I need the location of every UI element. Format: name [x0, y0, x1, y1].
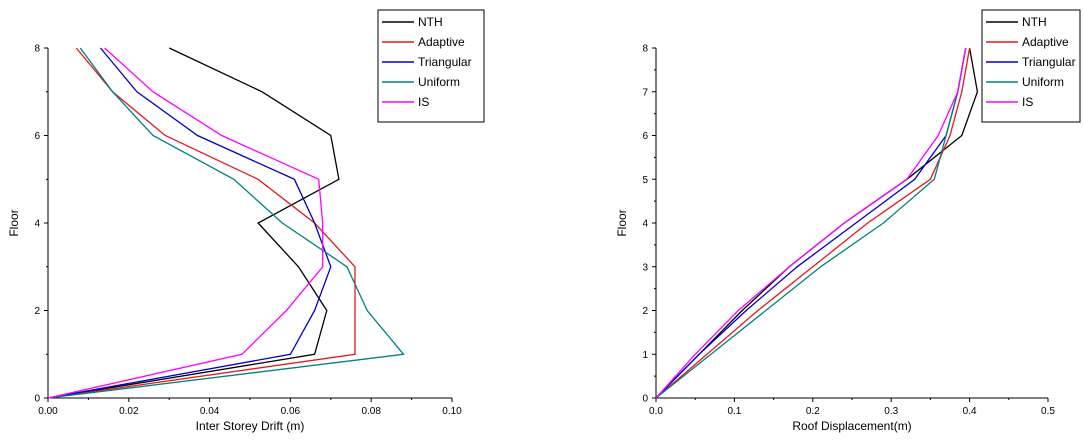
series-line-uniform — [655, 47, 967, 399]
x-tick-label: 0.1 — [727, 406, 741, 417]
x-tick-label: 0.3 — [884, 406, 898, 417]
series-line-triangular — [47, 47, 332, 399]
legend-label-adaptive: Adaptive — [418, 35, 465, 49]
x-axis-label: Inter Storey Drift (m) — [196, 419, 305, 433]
x-tick-label: 0.04 — [200, 406, 220, 417]
series-line-adaptive — [655, 47, 971, 399]
legend-box — [377, 9, 485, 123]
series-line-adaptive — [47, 47, 356, 399]
y-tick-label: 4 — [34, 219, 40, 230]
x-tick-label: 0.08 — [361, 406, 381, 417]
legend-label-nth: NTH — [418, 15, 443, 29]
x-tick-label: 0.06 — [281, 406, 301, 417]
legend-label-is: IS — [418, 95, 429, 109]
y-tick-label: 1 — [642, 350, 648, 361]
x-tick-label: 0.02 — [119, 406, 139, 417]
legend-box — [981, 9, 1081, 123]
legend: NTH Adaptive Triangular Uniform IS — [981, 9, 1081, 123]
x-tick-label: 0.00 — [38, 406, 58, 417]
y-axis-label: Floor — [7, 209, 21, 236]
x-tick-label: 0.10 — [442, 406, 462, 417]
y-tick-label: 5 — [642, 175, 648, 186]
y-tick-label: 8 — [642, 44, 648, 55]
y-tick-label: 4 — [642, 219, 648, 230]
y-tick-label: 8 — [34, 44, 40, 55]
legend-label-uniform: Uniform — [1022, 75, 1064, 89]
y-tick-label: 6 — [642, 131, 648, 142]
y-tick-label: 3 — [642, 262, 648, 273]
series-line-triangular — [655, 47, 967, 399]
y-tick-label: 7 — [642, 87, 648, 98]
x-tick-label: 0.4 — [963, 406, 977, 417]
y-tick-label: 0 — [642, 394, 648, 405]
legend-label-triangular: Triangular — [1022, 55, 1076, 69]
x-tick-label: 0.2 — [806, 406, 820, 417]
series-line-is — [655, 47, 967, 399]
y-tick-label: 0 — [34, 394, 40, 405]
series-line-nth — [47, 47, 340, 399]
series-line-uniform — [47, 47, 405, 399]
y-tick-label: 6 — [34, 131, 40, 142]
y-axis-label: Floor — [615, 209, 629, 236]
legend-label-is: IS — [1022, 95, 1033, 109]
x-tick-label: 0.5 — [1041, 406, 1055, 417]
legend-label-triangular: Triangular — [418, 55, 472, 69]
chart-1: 0.00 0.02 0.04 0.06 0.08 0.10 0 2 4 6 8 Inter Store… — [7, 9, 485, 433]
x-axis-label: Roof Displacement(m) — [792, 419, 911, 433]
y-tick-label: 2 — [34, 306, 40, 317]
legend-label-uniform: Uniform — [418, 75, 460, 89]
y-tick-label: 2 — [642, 306, 648, 317]
chart-2: 0.0 0.1 0.2 0.3 0.4 0.5 0 1 2 3 4 5 6 7 8 Roof Displace… — [615, 9, 1081, 433]
legend-label-nth: NTH — [1022, 15, 1047, 29]
legend: NTH Adaptive Triangular Uniform IS — [377, 9, 485, 123]
series-line-is — [47, 47, 324, 399]
legend-label-adaptive: Adaptive — [1022, 35, 1069, 49]
x-tick-label: 0.0 — [649, 406, 663, 417]
